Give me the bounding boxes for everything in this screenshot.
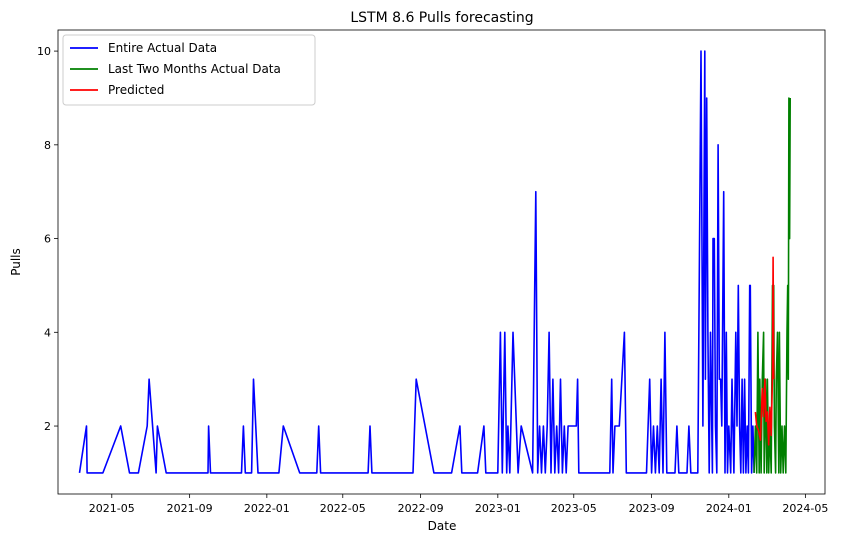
x-tick-label: 2021-05 xyxy=(89,502,135,515)
y-tick-label: 10 xyxy=(37,45,51,58)
x-axis-label: Date xyxy=(428,519,457,533)
y-tick-label: 4 xyxy=(44,326,51,339)
y-tick-label: 2 xyxy=(44,420,51,433)
x-tick-label: 2022-01 xyxy=(244,502,290,515)
chart-title: LSTM 8.6 Pulls forecasting xyxy=(350,10,533,26)
x-tick-label: 2023-05 xyxy=(551,502,597,515)
x-tick-label: 2022-05 xyxy=(320,502,366,515)
x-tick-label: 2024-05 xyxy=(782,502,828,515)
x-tick-label: 2021-09 xyxy=(167,502,213,515)
y-axis-label: Pulls xyxy=(9,248,23,276)
x-tick-label: 2022-09 xyxy=(398,502,444,515)
legend-label-1: Last Two Months Actual Data xyxy=(108,62,281,76)
y-tick-label: 6 xyxy=(44,233,51,246)
legend-label-0: Entire Actual Data xyxy=(108,41,217,55)
x-tick-label: 2024-01 xyxy=(706,502,752,515)
x-axis: 2021-05 2021-09 2022-01 2022-05 2022-09 2023-… xyxy=(89,494,828,515)
legend: Entire Actual Data Last Two Months Actual… xyxy=(62,34,316,106)
legend-box xyxy=(62,34,316,106)
series-line-2 xyxy=(754,256,775,446)
plot-area-frame xyxy=(57,29,826,495)
y-axis: 2 4 6 8 10 xyxy=(37,45,58,433)
series-layer xyxy=(78,50,791,474)
series-line-0 xyxy=(78,50,755,474)
x-tick-label: 2023-01 xyxy=(475,502,521,515)
legend-label-2: Predicted xyxy=(108,83,164,97)
y-tick-label: 8 xyxy=(44,139,51,152)
x-tick-label: 2023-09 xyxy=(629,502,675,515)
